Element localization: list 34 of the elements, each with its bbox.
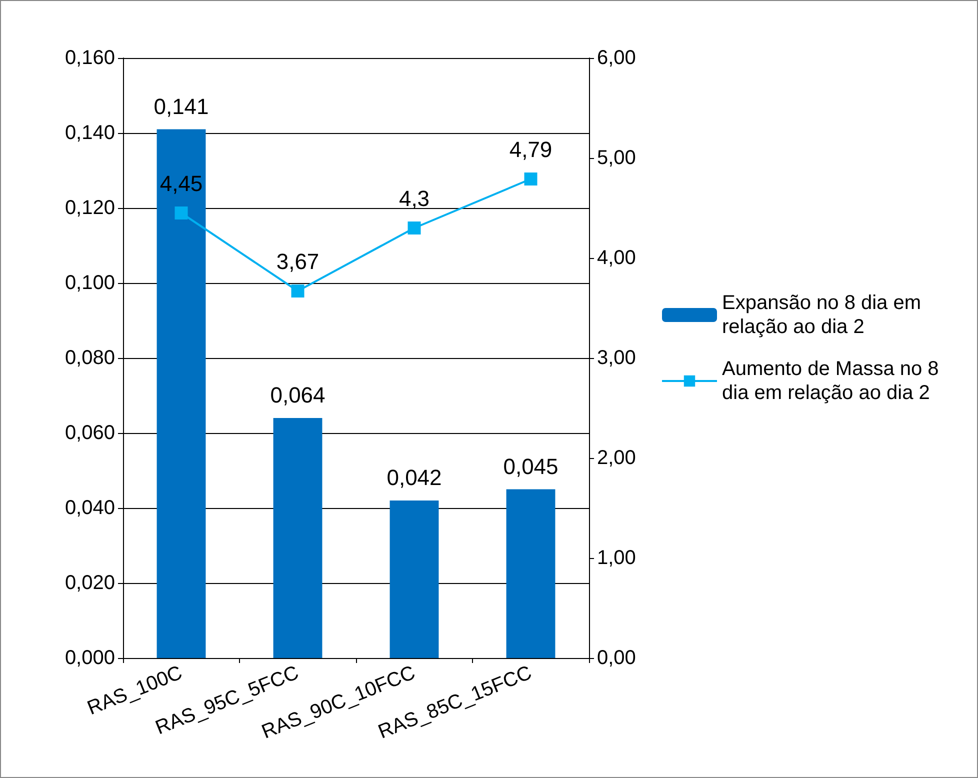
y2-tick-label: 2,00 — [597, 447, 636, 469]
y-tick-label: 0,040 — [64, 497, 115, 519]
data-label: 0,042 — [386, 465, 442, 490]
y-tick-label: 0,000 — [64, 647, 115, 669]
data-label: 3,67 — [276, 249, 320, 274]
bar — [390, 500, 439, 658]
y2-tick-label: 6,00 — [597, 47, 636, 69]
data-label: 4,3 — [398, 186, 430, 211]
y-tick-label: 0,100 — [64, 272, 115, 294]
y-tick-label: 0,020 — [64, 572, 115, 594]
point — [291, 284, 304, 298]
data-label: 0,141 — [154, 94, 209, 119]
bar — [273, 418, 322, 658]
data-label: 4,45 — [160, 171, 203, 196]
y2-tick-label: 4,00 — [597, 247, 636, 269]
legend-label: Expansão no 8 dia em relação ao dia 2 — [722, 292, 927, 338]
legend-label: Aumento de Massa no 8 dia em relação ao dia 2 — [722, 358, 944, 404]
bar — [506, 489, 556, 658]
point — [408, 222, 421, 234]
bar — [156, 129, 206, 658]
y2-tick-label: 3,00 — [597, 347, 636, 369]
y-tick-label: 0,060 — [64, 422, 115, 444]
y-tick-label: 0,120 — [64, 197, 115, 219]
y2-tick-label: 0,00 — [597, 647, 636, 669]
data-label: 4,79 — [509, 137, 552, 162]
y-tick-label: 0,140 — [64, 122, 115, 144]
data-label: 0,064 — [270, 382, 326, 408]
y-tick-label: 0,160 — [64, 47, 115, 69]
y-tick-label: 0,080 — [64, 347, 115, 369]
y2-tick-label: 1,00 — [597, 547, 636, 569]
data-label: 0,045 — [503, 454, 558, 479]
point — [174, 206, 188, 220]
point — [524, 172, 538, 186]
y2-tick-label: 5,00 — [597, 147, 636, 169]
